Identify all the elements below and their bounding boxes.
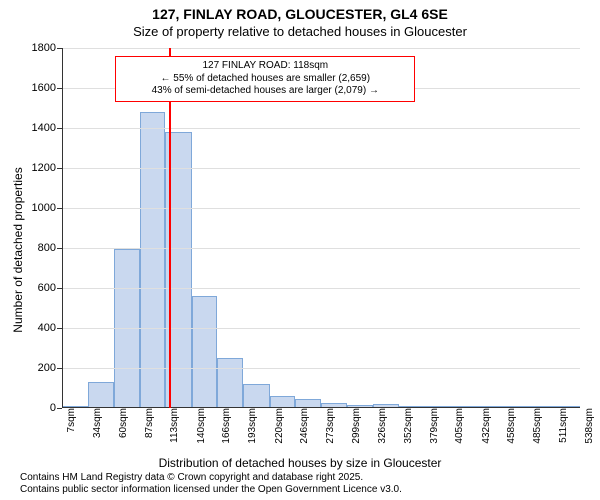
- chart-container: 127, FINLAY ROAD, GLOUCESTER, GL4 6SE Si…: [0, 0, 600, 500]
- x-tick-label: 166sqm: [217, 408, 232, 444]
- x-tick-label: 273sqm: [321, 408, 336, 444]
- x-tick-label: 299sqm: [347, 408, 362, 444]
- y-tick-label: 1600: [32, 82, 62, 94]
- y-tick-label: 1800: [32, 42, 62, 54]
- y-tick-label: 400: [38, 322, 62, 334]
- y-tick-label: 200: [38, 362, 62, 374]
- x-tick-label: 326sqm: [373, 408, 388, 444]
- x-tick-label: 193sqm: [243, 408, 258, 444]
- page-subtitle: Size of property relative to detached ho…: [0, 24, 600, 39]
- y-tick-label: 800: [38, 242, 62, 254]
- y-tick-label: 1000: [32, 202, 62, 214]
- x-tick-label: 432sqm: [477, 408, 492, 444]
- annotation-box: 127 FINLAY ROAD: 118sqm ← 55% of detache…: [115, 56, 415, 102]
- y-tick-label: 1400: [32, 122, 62, 134]
- annotation-line-2: ← 55% of detached houses are smaller (2,…: [122, 73, 408, 86]
- x-tick-label: 485sqm: [528, 408, 543, 444]
- marker-line: [169, 48, 171, 408]
- x-tick-label: 538sqm: [580, 408, 595, 444]
- y-tick-label: 600: [38, 282, 62, 294]
- x-tick-label: 140sqm: [192, 408, 207, 444]
- x-tick-label: 405sqm: [450, 408, 465, 444]
- x-tick-label: 246sqm: [295, 408, 310, 444]
- annotation-line-1: 127 FINLAY ROAD: 118sqm: [122, 60, 408, 73]
- x-tick-label: 352sqm: [399, 408, 414, 444]
- x-tick-label: 511sqm: [554, 408, 569, 443]
- x-tick-label: 7sqm: [62, 408, 77, 432]
- attribution: Contains HM Land Registry data © Crown c…: [20, 472, 402, 496]
- attribution-line-2: Contains public sector information licen…: [20, 484, 402, 496]
- y-tick-label: 1200: [32, 162, 62, 174]
- x-tick-label: 458sqm: [502, 408, 517, 444]
- x-tick-label: 87sqm: [140, 408, 155, 438]
- page-title: 127, FINLAY ROAD, GLOUCESTER, GL4 6SE: [0, 6, 600, 22]
- x-tick-label: 113sqm: [165, 408, 180, 443]
- x-tick-label: 60sqm: [114, 408, 129, 438]
- x-axis-label: Distribution of detached houses by size …: [0, 456, 600, 470]
- x-tick-label: 220sqm: [270, 408, 285, 444]
- plot-area: 020040060080010001200140016001800 7sqm34…: [62, 48, 580, 408]
- annotation-line-3: 43% of semi-detached houses are larger (…: [122, 85, 408, 98]
- attribution-line-1: Contains HM Land Registry data © Crown c…: [20, 472, 402, 484]
- y-axis-label: Number of detached properties: [11, 167, 25, 332]
- y-tick-label: 0: [50, 402, 62, 414]
- plot-border: [62, 48, 580, 408]
- x-tick-label: 34sqm: [88, 408, 103, 438]
- x-tick-label: 379sqm: [425, 408, 440, 444]
